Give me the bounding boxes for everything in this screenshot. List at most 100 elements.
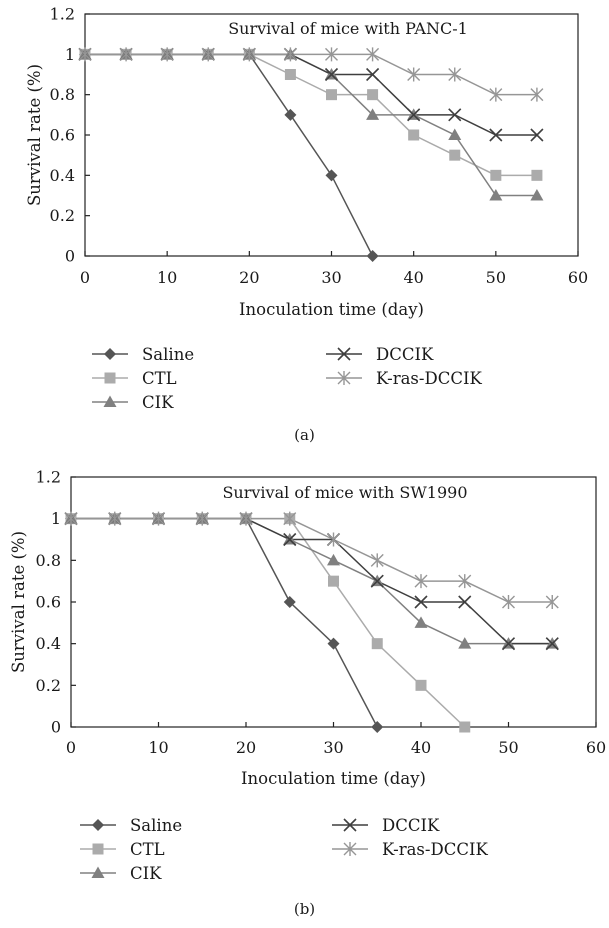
legend-marker: [337, 371, 351, 385]
data-point-cik: [366, 108, 380, 120]
data-point-dccik: [370, 574, 384, 588]
chart-panel-b: 0 0.2 0.4 0.6 0.8 1 1.2 0 10 20 30 40 50 60 Survival o…: [9, 468, 606, 919]
data-point-ctl: [328, 575, 339, 587]
y-tick-label: 0.8: [50, 85, 75, 104]
x-tick-label: 20: [236, 738, 256, 757]
data-point-saline: [284, 108, 297, 121]
y-tick-label: 1: [51, 509, 61, 528]
data-point-k-ras-dccik: [283, 511, 297, 526]
series-line-dccik: [71, 517, 553, 645]
data-point-k-ras-dccik: [64, 511, 78, 526]
legend-marker: [92, 843, 104, 855]
series-line-dccik: [85, 53, 537, 136]
legend-label: CTL: [130, 840, 165, 859]
y-axis-label: Survival rate (%): [9, 531, 28, 673]
chart-title: Survival of mice with PANC-1: [228, 19, 468, 38]
panel-caption: (b): [294, 900, 315, 918]
data-point-cik: [327, 553, 340, 566]
legend-item: CTL: [92, 369, 177, 388]
data-point-ctl: [449, 149, 461, 161]
series-line-ctl: [71, 517, 466, 728]
x-tick-label: 50: [486, 268, 506, 287]
data-point-dccik: [407, 108, 421, 122]
legend-label: K-ras-DCCIK: [382, 840, 488, 859]
data-point-ctl: [371, 638, 383, 650]
data-point-cik: [414, 616, 428, 628]
legend-label: CIK: [130, 864, 162, 883]
data-point-ctl: [415, 679, 427, 691]
data-point-saline: [283, 596, 296, 608]
data-point-cik: [458, 637, 472, 649]
legend-marker: [103, 395, 117, 407]
legend-label: DCCIK: [376, 345, 434, 364]
x-axis-label: Inoculation time (day): [239, 300, 424, 319]
data-point-k-ras-dccik: [152, 511, 165, 526]
y-tick-label: 0.4: [36, 634, 61, 653]
legend-item: CIK: [92, 393, 174, 412]
data-point-dccik: [283, 532, 297, 547]
data-point-k-ras-dccik: [407, 67, 421, 82]
legend-item: CIK: [80, 864, 162, 883]
data-point-k-ras-dccik: [458, 574, 472, 589]
x-tick-label: 0: [66, 738, 76, 757]
y-tick-label: 1.2: [50, 5, 75, 24]
y-tick-label: 0.8: [36, 551, 61, 570]
chart-panel-a: 0 0.2 0.4 0.6 0.8 1 1.2 0 10 20 30 40 50 60 Survival o…: [25, 5, 588, 445]
data-point-dccik: [545, 637, 559, 651]
legend-marker: [92, 819, 104, 831]
y-tick-label: 1: [65, 45, 75, 64]
x-tick-label: 50: [498, 738, 518, 757]
series-line-cik: [71, 517, 553, 645]
legend-label: K-ras-DCCIK: [376, 369, 482, 388]
data-point-ctl: [531, 169, 543, 181]
x-tick-label: 60: [586, 738, 606, 757]
data-point-k-ras-dccik: [545, 595, 559, 609]
x-tick-label: 10: [148, 738, 168, 757]
data-point-k-ras-dccik: [366, 47, 380, 62]
data-point-k-ras-dccik: [195, 511, 209, 526]
data-point-dccik: [458, 595, 472, 609]
x-tick-label: 30: [323, 738, 343, 757]
data-point-ctl: [490, 169, 502, 181]
legend-marker: [343, 842, 357, 856]
data-point-cik: [489, 189, 503, 201]
data-point-cik: [530, 189, 544, 201]
data-point-dccik: [448, 108, 462, 122]
data-point-k-ras-dccik: [370, 553, 384, 568]
data-point-saline: [325, 169, 338, 182]
legend-marker: [104, 348, 116, 360]
data-point-saline: [327, 637, 340, 650]
series-line-k-ras-dccik: [85, 53, 537, 96]
legend-item: K-ras-DCCIK: [332, 840, 488, 859]
series-line-saline: [71, 517, 378, 728]
y-tick-label: 0.6: [50, 126, 75, 145]
x-tick-label: 40: [403, 268, 423, 287]
legend-marker: [343, 818, 357, 832]
data-point-k-ras-dccik: [283, 47, 297, 62]
legend-item: Saline: [92, 345, 194, 364]
data-point-ctl: [284, 69, 296, 80]
legend-label: CTL: [142, 369, 177, 388]
data-point-k-ras-dccik: [530, 87, 544, 102]
data-point-k-ras-dccik: [239, 511, 253, 526]
data-point-k-ras-dccik: [327, 532, 340, 547]
x-axis-label: Inoculation time (day): [241, 769, 426, 788]
legend-item: K-ras-DCCIK: [326, 369, 482, 388]
y-tick-label: 0.2: [50, 206, 75, 225]
data-point-k-ras-dccik: [489, 87, 503, 102]
data-point-ctl: [408, 129, 420, 141]
data-point-k-ras-dccik: [325, 47, 338, 62]
legend: Saline CTL CIK DCCIK K-ras-DCCIK: [92, 345, 482, 412]
data-point-k-ras-dccik: [119, 47, 133, 62]
legend-label: DCCIK: [382, 816, 440, 835]
x-tick-label: 0: [80, 268, 90, 287]
legend-label: Saline: [130, 816, 182, 835]
x-tick-label: 60: [568, 268, 588, 287]
y-axis-label: Survival rate (%): [25, 64, 44, 206]
legend-item: Saline: [80, 816, 182, 835]
data-point-dccik: [324, 67, 339, 82]
data-point-k-ras-dccik: [78, 47, 92, 62]
y-tick-label: 0.4: [50, 166, 75, 185]
legend-item: CTL: [80, 840, 165, 859]
y-tick-label: 0.2: [36, 676, 61, 695]
